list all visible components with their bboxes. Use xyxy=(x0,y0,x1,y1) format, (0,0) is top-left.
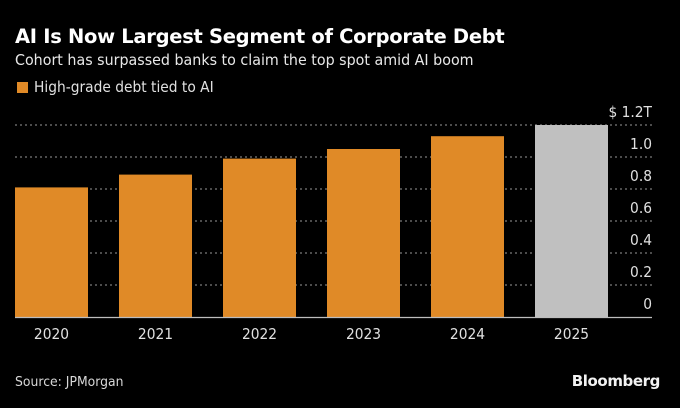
chart-subtitle: Cohort has surpassed banks to claim the … xyxy=(15,51,474,69)
chart-title: AI Is Now Largest Segment of Corporate D… xyxy=(15,25,505,48)
bar-2025 xyxy=(535,125,608,317)
bloomberg-logo: Bloomberg xyxy=(571,372,661,390)
y-tick-label: 0 xyxy=(643,297,652,314)
legend: High-grade debt tied to AI xyxy=(17,78,229,96)
x-tick-label: 2022 xyxy=(242,327,277,344)
x-tick-label: 2024 xyxy=(450,327,485,344)
y-tick-label: 0.8 xyxy=(630,169,652,186)
y-tick-label: $ 1.2T xyxy=(608,105,652,122)
bars xyxy=(15,125,608,317)
x-tick-label: 2025 xyxy=(554,327,589,344)
bar-2020 xyxy=(15,187,88,317)
y-tick-label: 0.2 xyxy=(630,265,652,282)
bar-2022 xyxy=(223,158,296,317)
bar-2024 xyxy=(431,136,504,317)
legend-label: High-grade debt tied to AI xyxy=(34,78,214,96)
x-tick-label: 2021 xyxy=(138,327,173,344)
bar-2021 xyxy=(119,174,192,317)
x-tick-label: 2023 xyxy=(346,327,381,344)
legend-swatch xyxy=(17,81,28,93)
source-note: Source: JPMorgan xyxy=(15,374,124,390)
y-tick-label: 1.0 xyxy=(630,137,652,154)
bar-2023 xyxy=(327,149,400,317)
y-tick-label: 0.6 xyxy=(630,201,652,218)
y-tick-label: 0.4 xyxy=(630,233,652,250)
axes: 0 0.2 0.4 0.6 0.8 1.0 $ 1.2T 2020 2021 2022 2023 20… xyxy=(15,105,652,344)
x-tick-label: 2020 xyxy=(34,327,69,344)
